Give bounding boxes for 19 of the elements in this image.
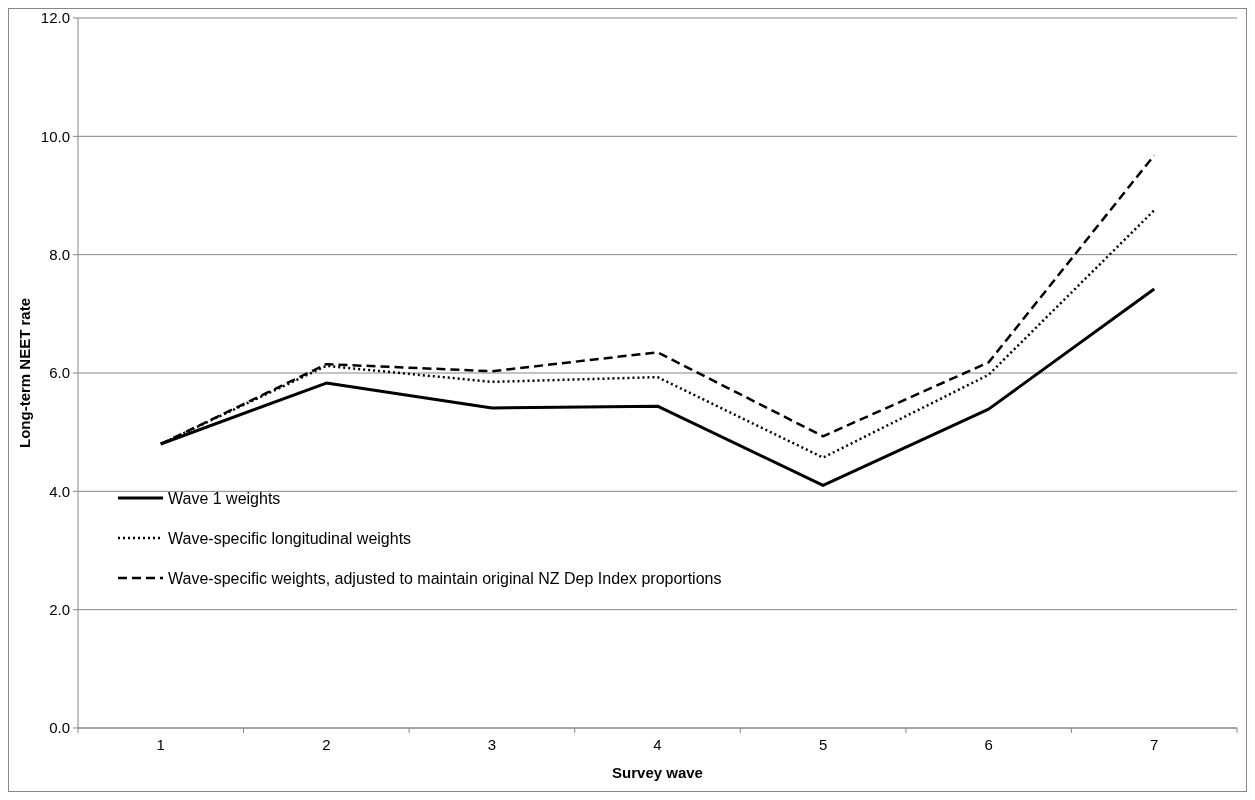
y-tick-label: 0.0 [49, 719, 70, 737]
legend-label: Wave-specific weights, adjusted to maintain original NZ Dep Index proportions [168, 569, 722, 587]
x-tick-label: 7 [1150, 736, 1159, 753]
y-axis-title: Long-term NEET rate [16, 297, 33, 449]
y-tick-label: 4.0 [49, 482, 70, 500]
x-tick-label: 1 [156, 736, 165, 753]
y-tick-label: 6.0 [49, 364, 70, 382]
y-tick-label: 10.0 [40, 127, 70, 145]
y-tick-label: 2.0 [49, 600, 70, 618]
x-tick-label: 2 [322, 736, 331, 753]
legend-label: Wave-specific longitudinal weights [168, 529, 412, 547]
y-tick-label: 12.0 [40, 9, 70, 27]
x-tick-label: 6 [984, 736, 993, 753]
y-tick-label: 8.0 [49, 245, 70, 263]
x-tick-label: 3 [487, 736, 497, 753]
x-tick-label: 4 [653, 736, 662, 753]
x-tick-label: 5 [818, 736, 828, 753]
x-axis-title: Survey wave [612, 764, 703, 781]
legend-label: Wave 1 weights [168, 489, 281, 507]
